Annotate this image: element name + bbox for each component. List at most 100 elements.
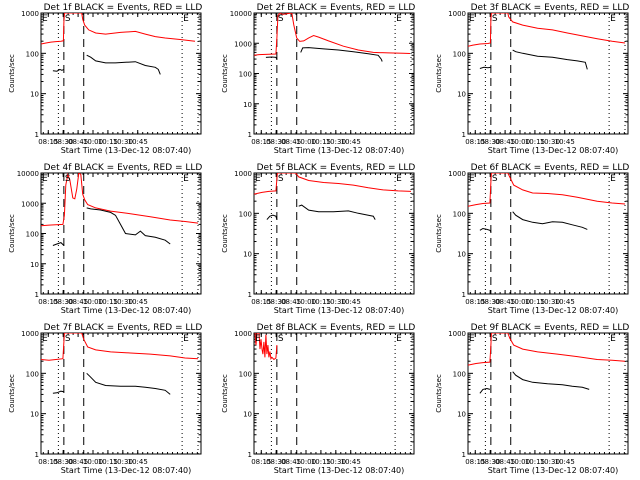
y-tick-label: 1 [35, 291, 39, 299]
x-tick-label: 08:45 [68, 458, 88, 466]
x-axis-label: Start Time (13-Dec-12 08:07:40) [488, 306, 619, 315]
x-tick-label: 08:15 [38, 458, 58, 466]
x-axis-label: Start Time (13-Dec-12 08:07:40) [274, 306, 405, 315]
panel-title: Det 1f BLACK = Events, RED = LLD [44, 3, 203, 13]
y-axis-label: Counts/sec [221, 214, 229, 253]
panel-title: Det 7f BLACK = Events, RED = LLD [44, 323, 203, 333]
x-tick-label: 08:15 [251, 138, 271, 146]
y-tick-label: 10 [243, 411, 252, 419]
panel-det-8: Det 8f BLACK = Events, RED = LLD 1 10 100 10… [221, 323, 415, 475]
panel-det-7: Det 7f BLACK = Events, RED = LLD 1 10 100 10… [8, 323, 202, 475]
x-tick-label: 08:30 [53, 298, 73, 306]
x-tick-label: 10:30 [540, 138, 560, 146]
x-tick-label: 10:30 [326, 138, 346, 146]
x-tick-label: 08:45 [68, 138, 88, 146]
marker-s: S [65, 14, 71, 24]
plot-frame [253, 172, 415, 295]
x-tick-label: 10:30 [113, 458, 133, 466]
x-tick-label: 08:30 [480, 138, 500, 146]
y-axis-label: Counts/sec [8, 374, 16, 413]
marker-e: E [183, 14, 189, 24]
x-tick-label: 08:45 [68, 298, 88, 306]
series-events-black [86, 207, 171, 245]
series-events-black [512, 49, 588, 70]
x-tick-label: 10:00 [83, 138, 103, 146]
y-tick-label: 1 [248, 291, 252, 299]
panel-det-6: Det 6f BLACK = Events, RED = LLD 1 10 100 10… [435, 163, 629, 315]
marker-e: E [610, 174, 616, 184]
panel-det-3: Det 3f BLACK = Events, RED = LLD 1 10 100 10… [435, 3, 629, 155]
y-tick-label: 1000 [21, 330, 39, 338]
series-events-black [52, 68, 65, 72]
marker-e: E [610, 334, 616, 344]
y-tick-label: 100 [26, 231, 39, 239]
x-tick-label: 10:00 [296, 298, 316, 306]
x-tick-label: 10:30 [540, 458, 560, 466]
x-tick-label: 10:15 [525, 298, 545, 306]
y-tick-label: 10 [30, 261, 39, 269]
x-tick-label: 08:30 [266, 298, 286, 306]
x-tick-label: 10:15 [98, 458, 118, 466]
x-tick-label: 08:15 [465, 138, 485, 146]
y-tick-label: 10 [457, 91, 466, 99]
plot-frame [40, 332, 202, 455]
y-axis-label: Counts/sec [8, 214, 16, 253]
x-axis-label: Start Time (13-Dec-12 08:07:40) [488, 146, 619, 155]
panel-title: Det 4f BLACK = Events, RED = LLD [44, 163, 203, 173]
y-tick-label: 1 [248, 131, 252, 139]
panel-title: Det 2f BLACK = Events, RED = LLD [257, 3, 416, 13]
x-tick-label: 08:45 [495, 298, 515, 306]
x-tick-label: 08:45 [281, 138, 301, 146]
marker-s: S [492, 334, 498, 344]
panel-title: Det 8f BLACK = Events, RED = LLD [257, 323, 416, 333]
x-tick-label: 10:30 [326, 298, 346, 306]
plot-frame [253, 332, 415, 455]
y-tick-label: 100 [239, 71, 252, 79]
x-tick-label: 10:45 [555, 298, 575, 306]
x-tick-label: 10:45 [555, 458, 575, 466]
panel-title: Det 5f BLACK = Events, RED = LLD [257, 163, 416, 173]
y-tick-label: 10 [243, 101, 252, 109]
x-tick-label: 10:45 [341, 298, 361, 306]
panel-det-1: Det 1f BLACK = Events, RED = LLD 1 10 100 10… [8, 3, 202, 155]
x-tick-label: 10:45 [341, 138, 361, 146]
x-tick-label: 10:00 [296, 138, 316, 146]
x-tick-label: 10:15 [525, 138, 545, 146]
panel-title: Det 6f BLACK = Events, RED = LLD [471, 163, 630, 173]
y-tick-label: 1 [462, 451, 466, 459]
x-tick-label: 10:15 [311, 298, 331, 306]
series-events-black [265, 56, 278, 60]
x-axis-label: Start Time (13-Dec-12 08:07:40) [274, 466, 405, 475]
x-axis-label: Start Time (13-Dec-12 08:07:40) [61, 146, 192, 155]
x-tick-label: 08:15 [465, 458, 485, 466]
panel-det-4: Det 4f BLACK = Events, RED = LLD 1 10 100 10… [8, 163, 202, 315]
marker-s: S [492, 174, 498, 184]
x-tick-label: 10:00 [83, 298, 103, 306]
panel-det-2: Det 2f BLACK = Events, RED = LLD 1 10 100 10… [221, 3, 415, 155]
x-tick-label: 08:45 [495, 138, 515, 146]
x-tick-label: 10:30 [540, 298, 560, 306]
series-lld-red [468, 13, 626, 47]
x-tick-label: 08:15 [251, 458, 271, 466]
x-tick-label: 08:15 [251, 298, 271, 306]
y-tick-label: 1000 [448, 170, 466, 178]
panel-det-5: Det 5f BLACK = Events, RED = LLD 1 10 100 10… [221, 163, 415, 315]
x-tick-label: 08:30 [53, 138, 73, 146]
plot-frame [467, 332, 629, 455]
x-tick-label: 10:00 [510, 458, 530, 466]
plot-frame [40, 12, 202, 135]
x-tick-label: 10:15 [311, 458, 331, 466]
y-tick-label: 1 [462, 131, 466, 139]
x-tick-label: 10:45 [555, 138, 575, 146]
y-tick-label: 100 [453, 50, 466, 58]
x-tick-label: 10:15 [311, 138, 331, 146]
x-tick-label: 10:45 [128, 458, 148, 466]
marker-e: E [610, 14, 616, 24]
series-events-black [479, 387, 491, 394]
marker-e: E [42, 14, 48, 24]
x-tick-label: 08:45 [281, 458, 301, 466]
x-tick-label: 08:45 [281, 298, 301, 306]
plot-frame [253, 12, 415, 135]
y-tick-label: 100 [239, 210, 252, 218]
y-tick-label: 10000 [230, 10, 252, 18]
